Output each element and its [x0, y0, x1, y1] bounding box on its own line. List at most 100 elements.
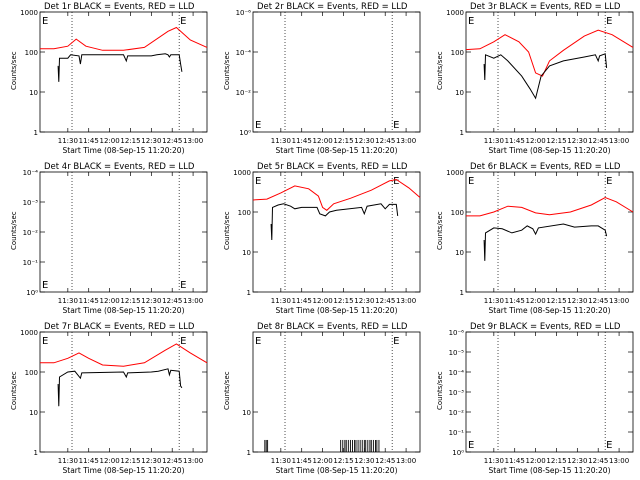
x-axis-label: Start Time (08-Sep-15 11:20:20): [489, 146, 611, 155]
x-tick-label: 12:30: [141, 137, 161, 145]
y-tick-label: 1: [460, 129, 464, 137]
y-tick-label: 10⁻⁴: [449, 369, 465, 377]
y-tick-label: 10⁻³: [23, 199, 39, 207]
y-tick-label: 100: [25, 49, 38, 57]
y-axis-label: Counts/sec: [436, 51, 444, 90]
y-tick-label: 10⁻⁶: [236, 9, 252, 17]
chart-title: Det 8r BLACK = Events, RED = LLD: [257, 322, 408, 332]
y-tick-label: 10⁰: [26, 289, 38, 297]
x-tick-label: 11:45: [79, 137, 99, 145]
y-tick-label: 10⁰: [452, 449, 464, 457]
events-series-line: [483, 53, 608, 100]
x-tick-label: 12:30: [141, 297, 161, 305]
chart-panel: Det 7r BLACK = Events, RED = LLD Counts/s…: [10, 322, 208, 475]
e-marker: E: [468, 440, 474, 451]
y-tick-label: 10⁻¹: [23, 259, 39, 267]
chart-title: Det 1r BLACK = Events, RED = LLD: [44, 2, 195, 12]
e-marker: E: [606, 176, 612, 187]
lld-series-line: [40, 343, 208, 367]
y-tick-label: 10: [455, 249, 464, 257]
y-tick-label: 1: [247, 449, 251, 457]
y-tick-label: 10⁻⁴: [23, 169, 39, 177]
chart-panel: Det 9r BLACK = Events, RED = LLD Counts/s…: [436, 322, 634, 475]
x-tick-label: 12:45: [375, 137, 395, 145]
lld-series-line: [466, 196, 634, 217]
x-tick-label: 13:00: [183, 297, 203, 305]
lld-series-line: [40, 26, 208, 51]
x-axis-label: Start Time (08-Sep-15 11:20:20): [489, 466, 611, 475]
lld-series-line: [465, 29, 634, 77]
e-marker: E: [393, 336, 399, 347]
e-marker: E: [255, 336, 261, 347]
events-series-line: [57, 368, 183, 407]
y-tick-label: 100: [451, 49, 464, 57]
y-tick-label: 10⁻⁴: [236, 49, 252, 57]
x-tick-label: 11:30: [58, 457, 78, 465]
x-tick-label: 12:45: [162, 297, 182, 305]
x-axis-label: Start Time (08-Sep-15 11:20:20): [489, 306, 611, 315]
e-marker: E: [468, 176, 474, 187]
x-tick-label: 12:30: [567, 137, 587, 145]
x-tick-label: 11:30: [271, 137, 291, 145]
events-series-line: [57, 53, 183, 82]
chart-title: Det 6r BLACK = Events, RED = LLD: [470, 162, 621, 172]
x-tick-label: 11:45: [505, 297, 525, 305]
x-tick-label: 11:30: [271, 457, 291, 465]
e-marker: E: [468, 16, 474, 27]
e-marker: E: [255, 176, 261, 187]
e-marker: E: [42, 336, 48, 347]
chart-panel: Det 1r BLACK = Events, RED = LLD Counts/s…: [10, 2, 208, 155]
x-tick-label: 11:30: [271, 297, 291, 305]
x-axis-label: Start Time (08-Sep-15 11:20:20): [276, 146, 398, 155]
x-axis-label: Start Time (08-Sep-15 11:20:20): [276, 466, 398, 475]
y-tick-label: 1000: [446, 169, 464, 177]
x-tick-label: 11:45: [292, 137, 312, 145]
x-tick-label: 12:15: [120, 297, 140, 305]
x-tick-label: 12:15: [546, 137, 566, 145]
x-tick-label: 12:15: [333, 137, 353, 145]
x-tick-label: 12:30: [141, 457, 161, 465]
chart-title: Det 9r BLACK = Events, RED = LLD: [470, 322, 621, 332]
y-tick-label: 1000: [20, 9, 38, 17]
chart-title: Det 5r BLACK = Events, RED = LLD: [257, 162, 408, 172]
plot-frame: [252, 331, 421, 453]
x-axis-label: Start Time (08-Sep-15 11:20:20): [63, 306, 185, 315]
y-axis-label: Counts/sec: [436, 371, 444, 410]
y-tick-label: 1000: [233, 169, 251, 177]
chart-panel: Det 4r BLACK = Events, RED = LLD Counts/s…: [10, 162, 208, 315]
chart-title: Det 7r BLACK = Events, RED = LLD: [44, 322, 195, 332]
e-marker: E: [606, 16, 612, 27]
y-axis-label: Counts/sec: [223, 211, 231, 250]
x-tick-label: 12:30: [354, 137, 374, 145]
chart-panel: Det 6r BLACK = Events, RED = LLD Counts/s…: [436, 162, 634, 315]
x-tick-label: 11:45: [292, 457, 312, 465]
x-tick-label: 12:00: [525, 137, 545, 145]
x-tick-label: 12:45: [375, 297, 395, 305]
plot-frame: [39, 331, 208, 453]
e-marker: E: [393, 176, 399, 187]
y-tick-label: 100: [25, 369, 38, 377]
x-tick-label: 12:00: [312, 297, 332, 305]
y-tick-label: 10⁻¹: [449, 429, 465, 437]
x-axis-label: Start Time (08-Sep-15 11:20:20): [63, 146, 185, 155]
chart-title: Det 2r BLACK = Events, RED = LLD: [257, 2, 408, 12]
x-tick-label: 12:45: [588, 297, 608, 305]
x-tick-label: 11:45: [79, 297, 99, 305]
y-tick-label: 10⁰: [239, 129, 251, 137]
x-tick-label: 12:00: [525, 457, 545, 465]
x-tick-label: 13:00: [183, 457, 203, 465]
y-axis-label: Counts/sec: [223, 51, 231, 90]
y-axis-label: Counts/sec: [10, 371, 18, 410]
e-marker: E: [180, 16, 186, 27]
x-tick-label: 11:45: [505, 137, 525, 145]
y-tick-label: 1: [247, 289, 251, 297]
plot-frame: [252, 11, 421, 133]
events-series-line: [483, 223, 608, 261]
x-tick-label: 13:00: [609, 297, 629, 305]
chart-title: Det 4r BLACK = Events, RED = LLD: [44, 162, 195, 172]
y-tick-label: 10⁻⁵: [449, 349, 465, 357]
e-marker: E: [393, 120, 399, 131]
x-tick-label: 12:00: [99, 297, 119, 305]
chart-title: Det 3r BLACK = Events, RED = LLD: [470, 2, 621, 12]
y-tick-label: 10⁻²: [236, 89, 252, 97]
